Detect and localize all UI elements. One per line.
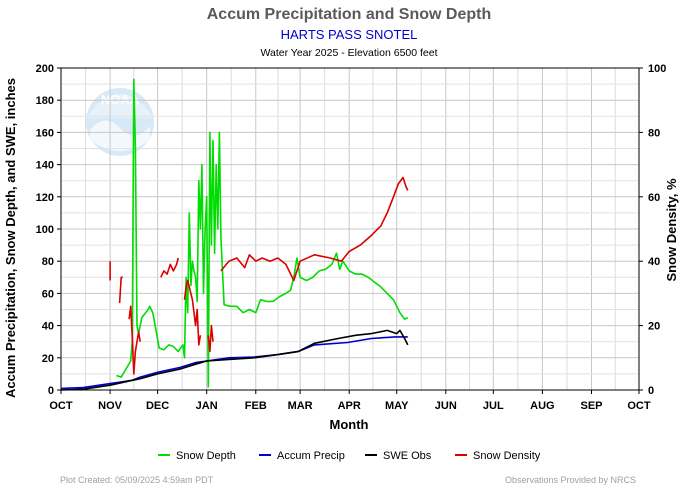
series-line — [109, 176, 409, 375]
chart-subtitle: HARTS PASS SNOTEL — [281, 27, 418, 42]
x-tick-label: SEP — [580, 400, 602, 412]
series-line — [60, 336, 408, 390]
noaa-logo: NOAA — [86, 88, 154, 156]
y-tick-label: 160 — [36, 127, 54, 139]
y-tick-label: 80 — [42, 256, 54, 268]
y-tick-label: 60 — [42, 288, 54, 300]
y-tick-label: 140 — [36, 160, 54, 172]
y-axis-ticks: 0 20 40 60 80 100 120 140 160 180 200 — [36, 63, 61, 397]
series-line — [60, 329, 409, 391]
footer-observations: Observations Provided by NRCS — [505, 475, 636, 485]
series-snow-density — [109, 176, 409, 375]
y-right-tick-label: 40 — [648, 256, 660, 268]
chart-subtitle-2: Water Year 2025 - Elevation 6500 feet — [260, 47, 437, 59]
legend-label: Snow Density — [473, 450, 541, 462]
y-axis-right-ticks: 0 20 40 60 80 100 — [639, 63, 666, 397]
series-line — [116, 78, 409, 388]
x-tick-label: JUL — [483, 400, 504, 412]
x-tick-label: MAY — [385, 400, 409, 412]
y-right-tick-label: 60 — [648, 192, 660, 204]
y-axis-right-label: Snow Density, % — [664, 178, 679, 281]
x-axis-ticks: OCT NOV DEC JAN FEB MAR APR MAY JUN JUL AUG SEP OCT — [49, 390, 651, 412]
y-right-tick-label: 20 — [648, 321, 660, 333]
y-tick-label: 20 — [42, 353, 54, 365]
legend: Snow Depth Accum Precip SWE Obs Snow Densit… — [158, 450, 541, 462]
y-tick-label: 40 — [42, 321, 54, 333]
y-tick-label: 200 — [36, 63, 54, 75]
y-right-tick-label: 80 — [648, 127, 660, 139]
footer-plot-created: Plot Created: 05/09/2025 4:59am PDT — [60, 475, 214, 485]
x-tick-label: JAN — [196, 400, 218, 412]
y-right-tick-label: 100 — [648, 63, 666, 75]
x-tick-label: MAR — [288, 400, 313, 412]
chart-title: Accum Precipitation and Snow Depth — [207, 6, 491, 23]
series-snow-depth — [116, 78, 409, 388]
x-tick-label: AUG — [530, 400, 554, 412]
y-tick-label: 0 — [48, 385, 54, 397]
x-tick-label: NOV — [98, 400, 123, 412]
x-tick-label: OCT — [49, 400, 73, 412]
x-tick-label: APR — [338, 400, 361, 412]
y-tick-label: 120 — [36, 192, 54, 204]
y-axis-label: Accum Precipitation, Snow Depth, and SWE… — [3, 78, 18, 398]
y-tick-label: 180 — [36, 95, 54, 107]
x-tick-label: DEC — [146, 400, 169, 412]
series-layer — [60, 78, 409, 391]
x-axis-label: Month — [330, 417, 369, 432]
x-tick-label: FEB — [245, 400, 267, 412]
series-swe-obs — [60, 329, 409, 391]
legend-label: Accum Precip — [277, 450, 345, 462]
x-tick-label: JUN — [435, 400, 457, 412]
legend-label: Snow Depth — [176, 450, 236, 462]
series-accum-precip — [60, 336, 408, 390]
x-tick-label: OCT — [627, 400, 651, 412]
y-tick-label: 100 — [36, 224, 54, 236]
y-right-tick-label: 0 — [648, 385, 654, 397]
legend-label: SWE Obs — [383, 450, 432, 462]
